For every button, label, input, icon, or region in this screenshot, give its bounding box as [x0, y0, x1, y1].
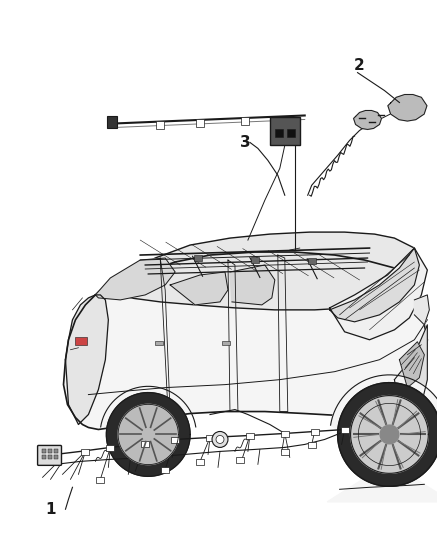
Bar [311, 430, 319, 435]
Bar [281, 432, 289, 438]
Bar [341, 427, 349, 433]
Bar [42, 455, 46, 459]
Bar [155, 341, 163, 345]
Polygon shape [388, 94, 427, 121]
Text: 3: 3 [240, 135, 250, 150]
Bar [96, 478, 104, 483]
Bar [222, 341, 230, 345]
FancyBboxPatch shape [270, 117, 300, 146]
Bar [241, 117, 249, 125]
Text: 1: 1 [45, 502, 56, 516]
Bar [196, 119, 204, 127]
Polygon shape [395, 325, 427, 415]
Bar [161, 467, 169, 473]
Polygon shape [327, 375, 438, 502]
Polygon shape [353, 110, 381, 130]
Bar [206, 435, 214, 441]
Bar [48, 455, 52, 459]
Bar [246, 433, 254, 439]
Bar [75, 337, 88, 345]
Bar [308, 442, 316, 448]
Bar [156, 120, 164, 128]
Polygon shape [414, 295, 429, 325]
FancyBboxPatch shape [38, 446, 61, 465]
Bar [281, 449, 289, 455]
Polygon shape [118, 405, 178, 465]
Polygon shape [66, 295, 108, 424]
Bar [251, 256, 259, 263]
Circle shape [216, 435, 224, 443]
Polygon shape [330, 248, 427, 340]
Polygon shape [380, 425, 399, 444]
Bar [106, 446, 114, 451]
Bar [171, 438, 179, 443]
Bar [194, 255, 201, 261]
Polygon shape [170, 272, 228, 305]
Polygon shape [110, 232, 419, 310]
Bar [287, 130, 295, 138]
Bar [53, 455, 57, 459]
Bar [141, 441, 149, 447]
Bar [42, 449, 46, 454]
Polygon shape [106, 393, 190, 477]
Bar [275, 130, 283, 138]
Bar [48, 449, 52, 454]
Polygon shape [230, 265, 275, 305]
Bar [196, 459, 204, 465]
Circle shape [212, 432, 228, 447]
Bar [53, 449, 57, 454]
Bar [236, 457, 244, 463]
Polygon shape [350, 395, 428, 473]
Bar [81, 449, 89, 455]
Polygon shape [64, 252, 427, 430]
Polygon shape [95, 258, 175, 300]
Polygon shape [330, 248, 419, 322]
Text: 2: 2 [354, 58, 365, 73]
Polygon shape [399, 342, 424, 387]
Bar [107, 117, 117, 128]
Polygon shape [338, 383, 438, 486]
Bar [308, 258, 316, 264]
